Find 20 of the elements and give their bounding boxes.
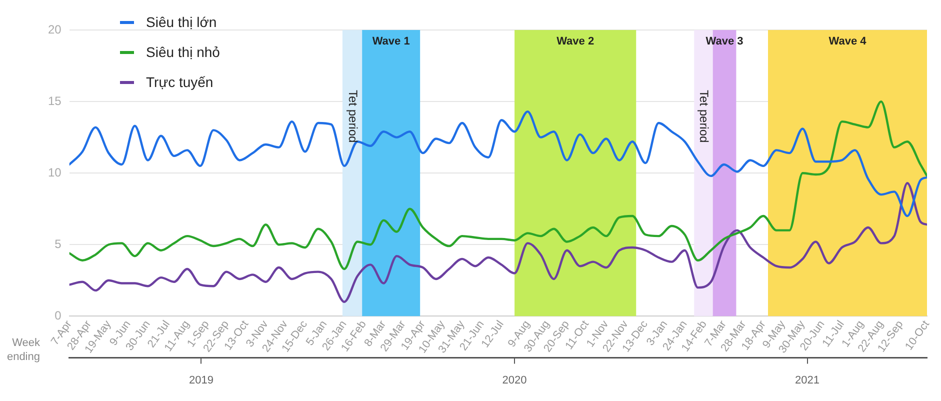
y-tick-label: 15 [48, 94, 62, 108]
y-tick-label: 10 [48, 165, 62, 180]
line-series [69, 110, 927, 218]
band-label: Tet period [697, 90, 712, 143]
x2-tick-label: 2019 [188, 374, 214, 386]
y-tick-label: 5 [54, 236, 62, 251]
legend-label: Siêu thị nhỏ [146, 44, 220, 60]
band-label: Wave 3 [706, 36, 744, 48]
band-label: Wave 2 [556, 36, 594, 48]
y-tick-label: 0 [54, 308, 62, 322]
y-tick-label: 20 [48, 22, 62, 36]
band-label: Wave 1 [372, 36, 410, 48]
band-label: Tet period [346, 90, 360, 143]
band-label: Wave 4 [828, 36, 868, 48]
x2-tick-label: 2020 [502, 374, 527, 386]
x-axis-title: Week ending [6, 336, 40, 364]
line-series [69, 182, 927, 303]
legend-label: Trực tuyến [146, 74, 214, 90]
legend-label: Siêu thị lớn [146, 14, 217, 30]
x2-tick-label: 2021 [795, 374, 820, 386]
